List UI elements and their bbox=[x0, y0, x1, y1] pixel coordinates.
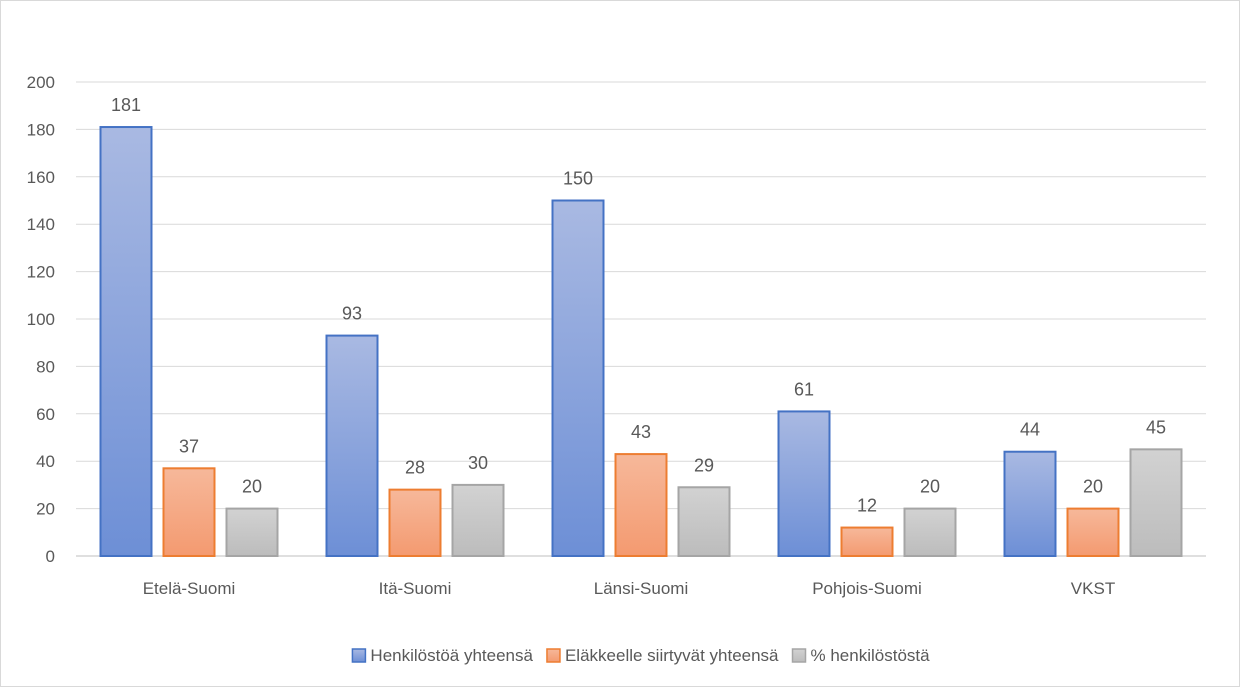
data-label: 45 bbox=[1146, 417, 1166, 437]
bars bbox=[99, 126, 1183, 558]
y-tick-label: 200 bbox=[27, 73, 55, 92]
y-tick-label: 100 bbox=[27, 310, 55, 329]
x-tick-label: Etelä-Suomi bbox=[143, 579, 236, 598]
data-label: 61 bbox=[794, 379, 814, 399]
bar-etelä-suomi-series-2 bbox=[162, 467, 216, 557]
y-tick-label: 20 bbox=[36, 500, 55, 519]
y-tick-label: 80 bbox=[36, 357, 55, 376]
data-label: 43 bbox=[631, 422, 651, 442]
y-tick-label: 160 bbox=[27, 168, 55, 187]
data-label: 20 bbox=[1083, 477, 1103, 497]
data-labels: 181 37 20 93 28 30 150 43 29 61 12 20 44 20 45 bbox=[111, 95, 1166, 516]
legend-label: Henkilöstöä yhteensä bbox=[370, 646, 533, 665]
x-tick-label: VKST bbox=[1071, 579, 1115, 598]
y-tick-label: 180 bbox=[27, 120, 55, 139]
bar-länsi-suomi-series-3 bbox=[677, 486, 731, 557]
data-label: 150 bbox=[563, 169, 593, 189]
bar-pohjois-suomi-series-1 bbox=[777, 410, 831, 557]
bar-länsi-suomi-series-1 bbox=[551, 199, 605, 557]
data-label: 20 bbox=[920, 477, 940, 497]
data-label: 30 bbox=[468, 453, 488, 473]
data-label: 12 bbox=[857, 496, 877, 516]
bar-etelä-suomi-series-3 bbox=[225, 507, 279, 558]
data-label: 93 bbox=[342, 304, 362, 324]
x-axis: Etelä-Suomi Itä-Suomi Länsi-Suomi Pohjois-S… bbox=[143, 579, 1116, 598]
data-label: 37 bbox=[179, 436, 199, 456]
y-tick-label: 0 bbox=[46, 547, 55, 566]
bar-vkst-series-2 bbox=[1066, 507, 1120, 558]
legend-swatch bbox=[546, 648, 561, 663]
legend-label: Eläkkeelle siirtyvät yhteensä bbox=[565, 646, 779, 665]
data-label: 29 bbox=[694, 455, 714, 475]
y-tick-label: 120 bbox=[27, 263, 55, 282]
bar-pohjois-suomi-series-2 bbox=[840, 526, 894, 557]
legend-swatch bbox=[351, 648, 367, 663]
x-tick-label: Länsi-Suomi bbox=[594, 579, 689, 598]
legend: Henkilöstöä yhteensä Eläkkeelle siirtyvät… bbox=[351, 646, 931, 665]
y-tick-label: 40 bbox=[36, 452, 55, 471]
bar-itä-suomi-series-1 bbox=[325, 334, 379, 557]
bar-vkst-series-1 bbox=[1003, 450, 1057, 557]
data-label: 181 bbox=[111, 95, 141, 115]
legend-swatch bbox=[791, 648, 807, 663]
y-tick-label: 60 bbox=[36, 405, 55, 424]
bar-pohjois-suomi-series-3 bbox=[903, 507, 957, 558]
x-tick-label: Itä-Suomi bbox=[379, 579, 452, 598]
bar-etelä-suomi-series-1 bbox=[99, 126, 153, 557]
bar-itä-suomi-series-2 bbox=[388, 488, 442, 558]
data-label: 20 bbox=[242, 477, 262, 497]
data-label: 44 bbox=[1020, 420, 1040, 440]
data-label: 28 bbox=[405, 458, 425, 478]
bar-länsi-suomi-series-2 bbox=[614, 453, 668, 557]
bar-itä-suomi-series-3 bbox=[451, 483, 505, 557]
legend-label: % henkilöstöstä bbox=[811, 646, 931, 665]
bar-vkst-series-3 bbox=[1129, 448, 1183, 558]
y-axis: 0 20 40 60 80 100 120 140 160 180 200 bbox=[27, 73, 55, 566]
x-tick-label: Pohjois-Suomi bbox=[812, 579, 922, 598]
y-tick-label: 140 bbox=[27, 215, 55, 234]
